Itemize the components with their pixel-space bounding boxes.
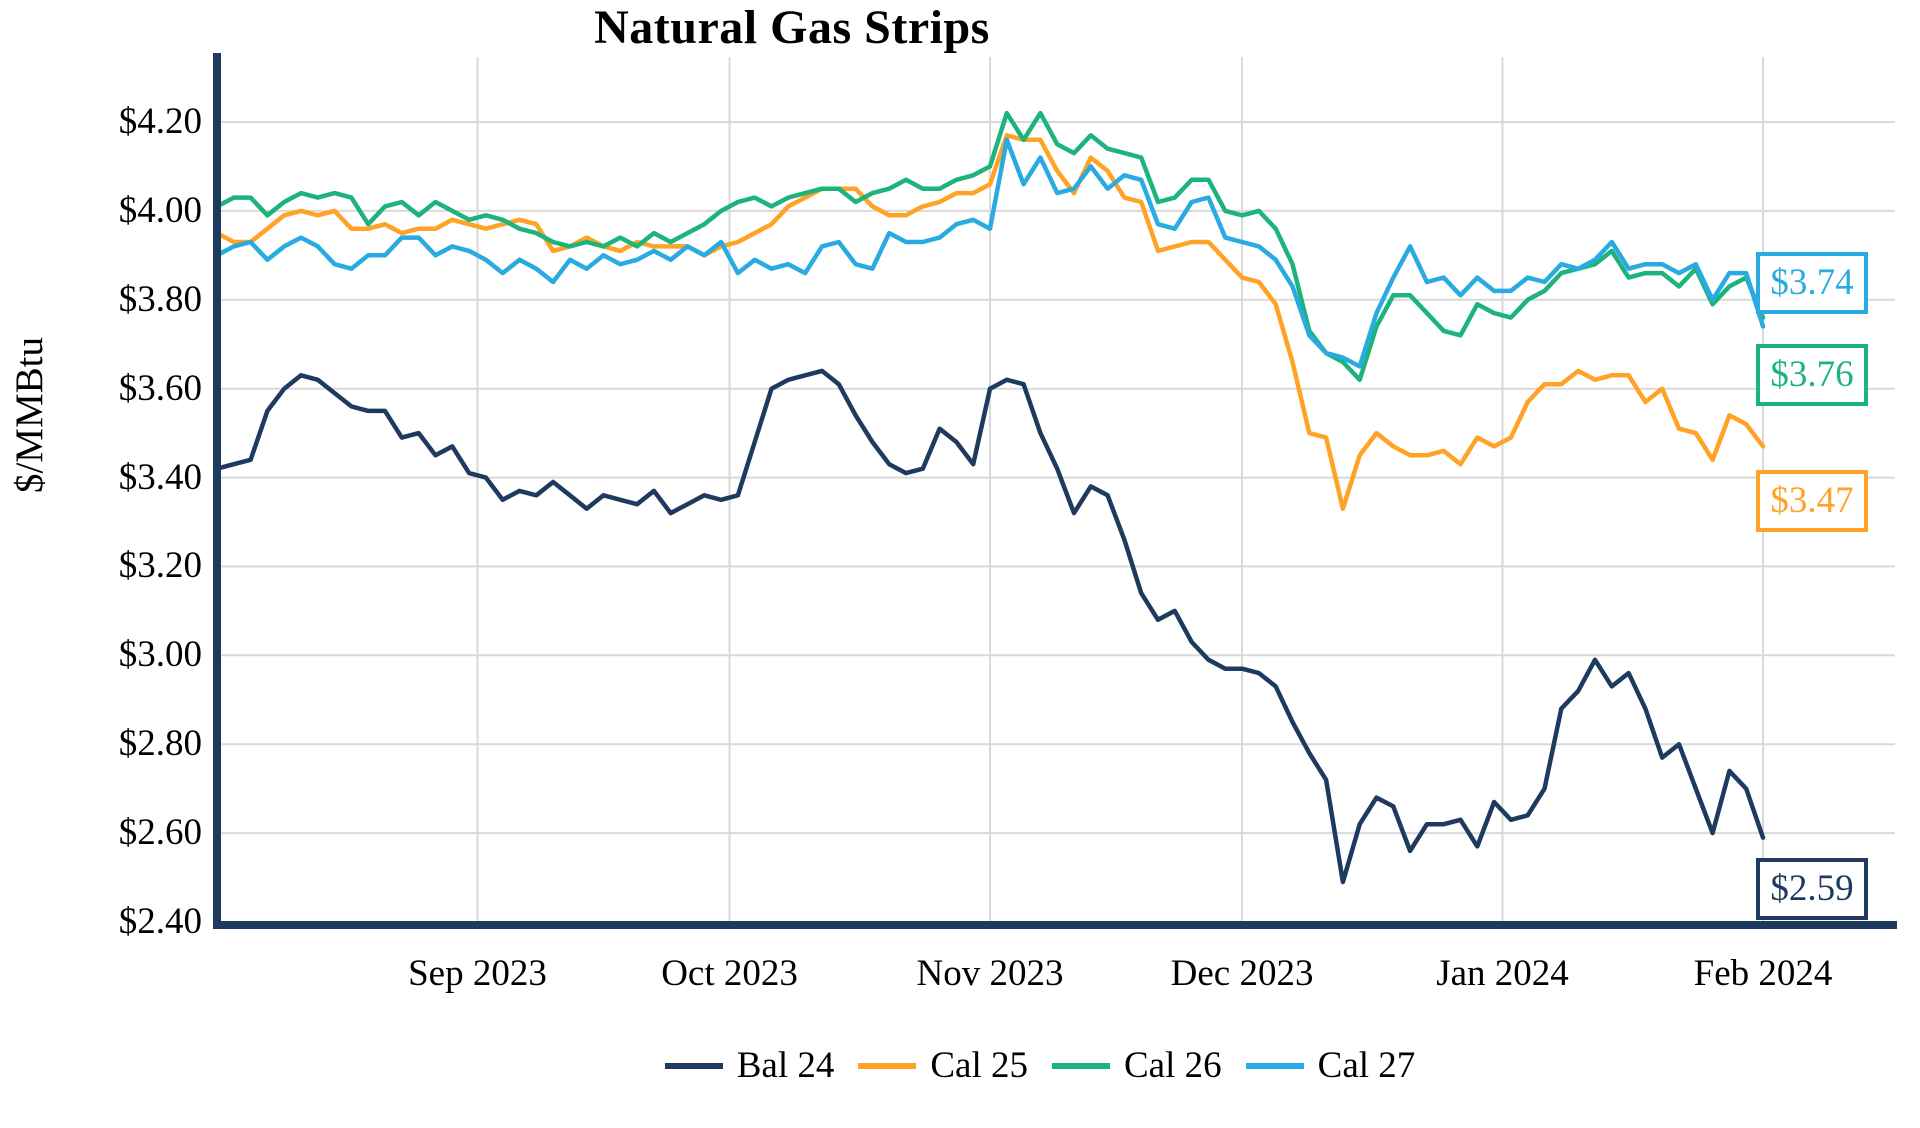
x-tick-label: Oct 2023: [661, 953, 798, 994]
x-tick-label: Sep 2023: [408, 953, 547, 994]
legend-label: Cal 25: [930, 1045, 1028, 1086]
x-tick-label: Feb 2024: [1693, 953, 1833, 994]
x-tick-label: Nov 2023: [916, 953, 1064, 994]
legend-label: Cal 26: [1124, 1045, 1222, 1086]
x-tick-label: Jan 2024: [1436, 953, 1569, 994]
x-tick-label: Dec 2023: [1170, 953, 1314, 994]
legend: Bal 24 Cal 25 Cal 26 Cal 27: [560, 1042, 1520, 1090]
y-axis-spine: [213, 53, 221, 929]
series-line-cal-25: [214, 133, 1766, 511]
legend-item-bal-24: Bal 24: [664, 1044, 835, 1088]
y-tick-label: $2.60: [118, 812, 202, 854]
legend-item-cal-27: Cal 27: [1245, 1044, 1416, 1088]
end-label-bal-24: $2.59: [1756, 858, 1868, 920]
legend-label: Cal 27: [1317, 1045, 1416, 1086]
y-tick-label: $4.00: [118, 189, 202, 231]
legend-swatch-cal-26: [1052, 1063, 1110, 1069]
series-line-cal-26: [214, 110, 1766, 383]
y-tick-label: $4.20: [118, 101, 202, 142]
x-axis-spine: [213, 921, 1897, 929]
legend-swatch-bal-24: [664, 1063, 723, 1069]
end-label-cal-26: $3.76: [1756, 344, 1868, 406]
y-tick-label: $2.80: [118, 723, 202, 765]
series-line-bal-24: [214, 368, 1766, 885]
legend-swatch-cal-25: [858, 1063, 917, 1069]
legend-label: Bal 24: [736, 1045, 835, 1086]
legend-item-cal-25: Cal 25: [858, 1044, 1028, 1088]
y-tick-label: $2.40: [118, 901, 202, 942]
y-tick-label: $3.00: [118, 634, 202, 676]
legend-item-cal-26: Cal 26: [1052, 1044, 1222, 1088]
y-tick-label: $3.20: [118, 545, 202, 587]
series-line-cal-27: [214, 137, 1766, 369]
chart-title: Natural Gas Strips: [594, 1, 990, 54]
y-tick-label: $3.60: [118, 367, 202, 409]
end-label-cal-25: $3.47: [1756, 470, 1868, 532]
end-label-cal-27: $3.74: [1756, 252, 1868, 314]
y-tick-label: $3.40: [118, 456, 202, 498]
legend-swatch-cal-27: [1245, 1063, 1304, 1069]
y-tick-label: $3.80: [118, 278, 202, 320]
